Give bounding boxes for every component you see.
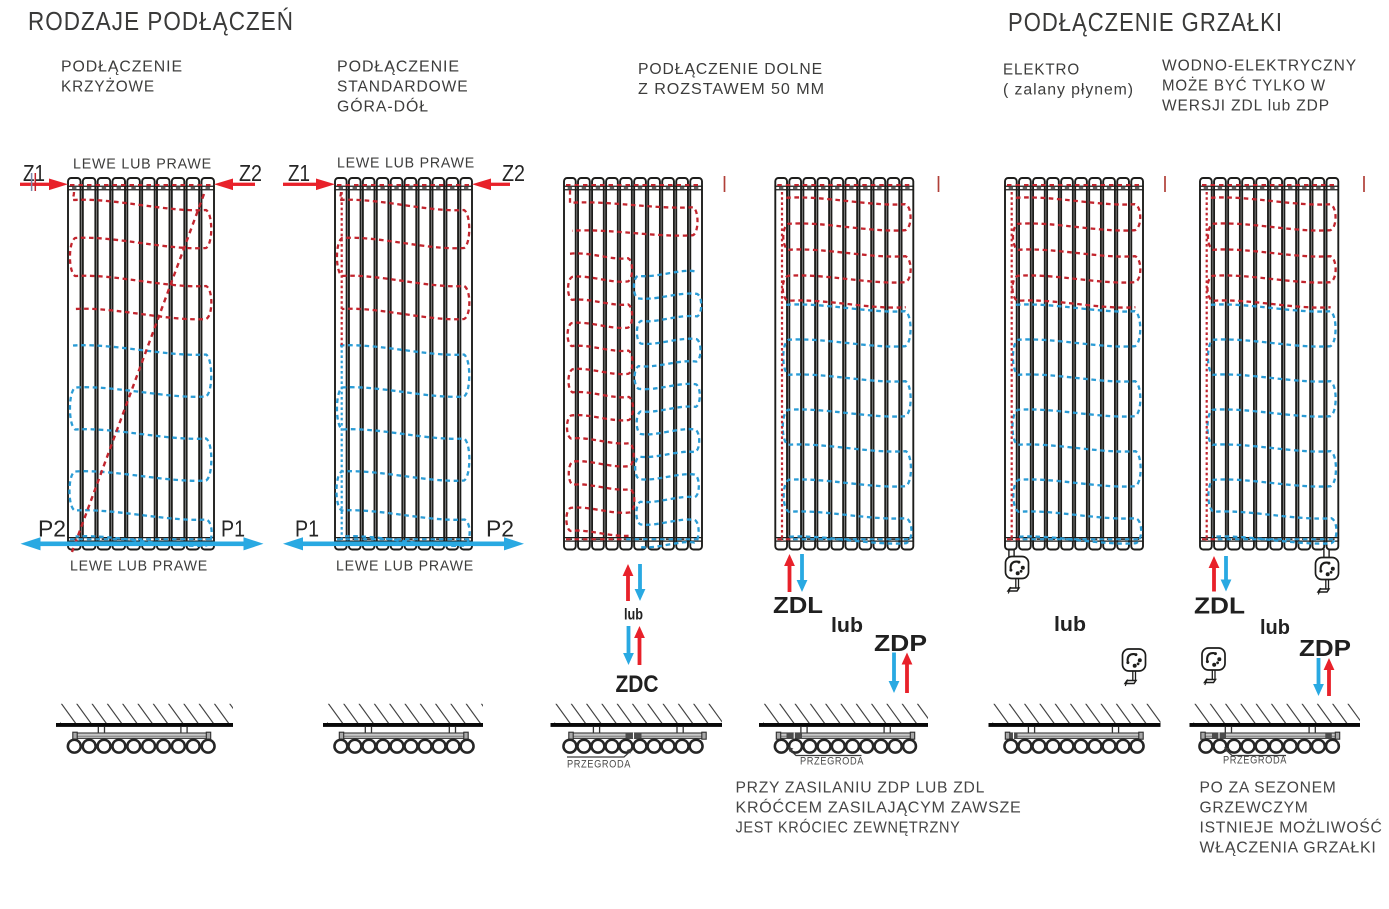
svg-text:RODZAJE PODŁĄCZEŃ: RODZAJE PODŁĄCZEŃ	[28, 6, 294, 36]
svg-text:Z1: Z1	[288, 160, 310, 186]
svg-text:WŁĄCZENIA GRZAŁKI: WŁĄCZENIA GRZAŁKI	[1200, 840, 1377, 857]
svg-text:Z ROZSTAWEM 50 MM: Z ROZSTAWEM 50 MM	[638, 81, 825, 98]
svg-text:ZDP: ZDP	[1299, 635, 1351, 661]
svg-text:Z1: Z1	[23, 160, 45, 186]
svg-text:LEWE LUB PRAWE: LEWE LUB PRAWE	[73, 157, 212, 173]
svg-text:PODŁĄCZENIE GRZAŁKI: PODŁĄCZENIE GRZAŁKI	[1008, 7, 1283, 37]
svg-text:PO ZA SEZONEM: PO ZA SEZONEM	[1200, 780, 1337, 797]
svg-text:PRZEGRODA: PRZEGRODA	[567, 758, 631, 770]
svg-text:ZDC: ZDC	[616, 671, 659, 698]
svg-text:P1: P1	[295, 516, 319, 542]
svg-text:MOŻE BYĆ TYLKO W: MOŻE BYĆ TYLKO W	[1162, 77, 1326, 95]
svg-text:lub: lub	[1054, 614, 1086, 636]
svg-text:P1: P1	[221, 516, 245, 542]
svg-text:STANDARDOWE: STANDARDOWE	[337, 79, 469, 96]
svg-text:lub: lub	[624, 607, 643, 624]
svg-text:( zalany płynem): ( zalany płynem)	[1003, 82, 1134, 99]
svg-text:LEWE LUB PRAWE: LEWE LUB PRAWE	[337, 156, 475, 172]
svg-text:PODŁĄCZENIE DOLNE: PODŁĄCZENIE DOLNE	[638, 61, 823, 78]
svg-text:lub: lub	[1260, 617, 1290, 639]
svg-text:P2: P2	[486, 516, 514, 542]
svg-text:ZDL: ZDL	[773, 592, 823, 618]
svg-text:LEWE LUB PRAWE: LEWE LUB PRAWE	[336, 559, 474, 575]
svg-text:ISTNIEJE MOŻLIWOŚĆ: ISTNIEJE MOŻLIWOŚĆ	[1200, 819, 1383, 837]
svg-text:Z2: Z2	[502, 160, 525, 186]
svg-text:JEST KRÓCIEC ZEWNĘTRZNY: JEST KRÓCIEC ZEWNĘTRZNY	[736, 820, 961, 837]
svg-text:ZDP: ZDP	[874, 630, 927, 656]
svg-text:LEWE LUB PRAWE: LEWE LUB PRAWE	[70, 559, 208, 575]
svg-text:Z2: Z2	[239, 160, 262, 186]
svg-text:ZDL: ZDL	[1194, 593, 1245, 619]
svg-text:PRZY ZASILANIU ZDP LUB ZDL: PRZY ZASILANIU ZDP LUB ZDL	[736, 780, 986, 797]
svg-text:GRZEWCZYM: GRZEWCZYM	[1200, 800, 1309, 817]
svg-text:PRZEGRODA: PRZEGRODA	[1223, 755, 1287, 767]
svg-text:WODNO-ELEKTRYCZNY: WODNO-ELEKTRYCZNY	[1162, 58, 1357, 75]
svg-text:lub: lub	[831, 615, 863, 637]
svg-text:PODŁĄCZENIE: PODŁĄCZENIE	[61, 59, 183, 76]
svg-text:KRÓĆCEM ZASILAJĄCYM ZAWSZE: KRÓĆCEM ZASILAJĄCYM ZAWSZE	[736, 800, 1022, 817]
svg-text:GÓRA-DÓŁ: GÓRA-DÓŁ	[337, 99, 429, 116]
svg-text:WERSJI ZDL lub ZDP: WERSJI ZDL lub ZDP	[1162, 98, 1330, 115]
svg-text:PRZEGRODA: PRZEGRODA	[800, 756, 864, 768]
svg-text:PODŁĄCZENIE: PODŁĄCZENIE	[337, 59, 460, 76]
svg-text:KRZYŻOWE: KRZYŻOWE	[61, 78, 155, 96]
svg-text:P2: P2	[38, 516, 66, 542]
svg-text:ELEKTRO: ELEKTRO	[1003, 62, 1080, 79]
